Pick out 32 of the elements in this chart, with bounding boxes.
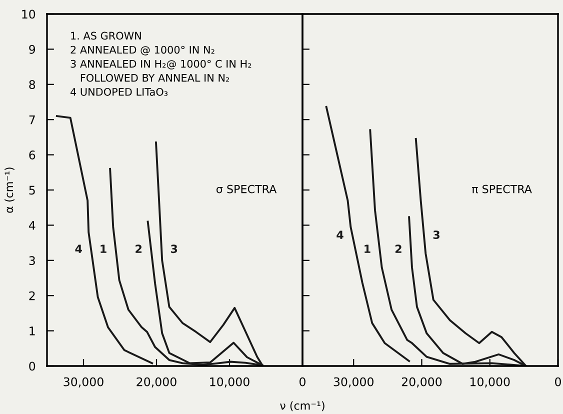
series-label: 3 [433, 230, 440, 239]
y-tick-label: 0 [29, 362, 36, 371]
x-tick-label: 10,000 [210, 377, 250, 388]
y-tick-label: 7 [29, 115, 35, 124]
series-label: 3 [170, 244, 178, 254]
series-label: 2 [136, 244, 142, 253]
y-tick-label: 5 [29, 186, 35, 195]
x-tick-label: 10,000 [470, 377, 510, 388]
x-tick-label: 0 [555, 377, 561, 386]
annotation: π SPECTRA [472, 184, 532, 194]
x-tick-label: 30,000 [334, 377, 374, 388]
y-tick-label: 1 [30, 326, 35, 336]
y-tick-label: 2 [29, 291, 35, 300]
y-tick-label: 8 [29, 80, 36, 90]
y-tick-label: 4 [28, 221, 36, 230]
x-tick-label: 20,000 [402, 377, 442, 388]
y-tick-label: 10 [22, 10, 36, 19]
series-label: 4 [336, 230, 344, 239]
series-label: 1 [100, 244, 106, 253]
x-tick-label: 30,000 [64, 377, 104, 388]
series-label: 2 [395, 244, 402, 253]
y-tick-label: 6 [29, 150, 36, 160]
x-tick-label: 20,000 [136, 377, 176, 388]
y-tick-label: 9 [29, 44, 36, 54]
annotation: σ SPECTRA [216, 184, 277, 194]
y-axis-title: α (cm⁻¹) [4, 168, 14, 213]
series-label: 1 [364, 244, 370, 253]
x-axis-title: ν (cm⁻¹) [280, 401, 324, 412]
y-tick-label: 3 [29, 256, 35, 266]
series-label: 4 [75, 244, 82, 253]
annotation: 1. AS GROWN 2 ANNEALED @ 1000° IN N₂ 3 ANNEALED IN H₂@ 1000° C IN H₂ FOLLOWED BY ANNEAL IN N₂ 4 UNDOPED LITaO₃ [70, 32, 252, 96]
x-tick-label: 0 [300, 377, 306, 386]
